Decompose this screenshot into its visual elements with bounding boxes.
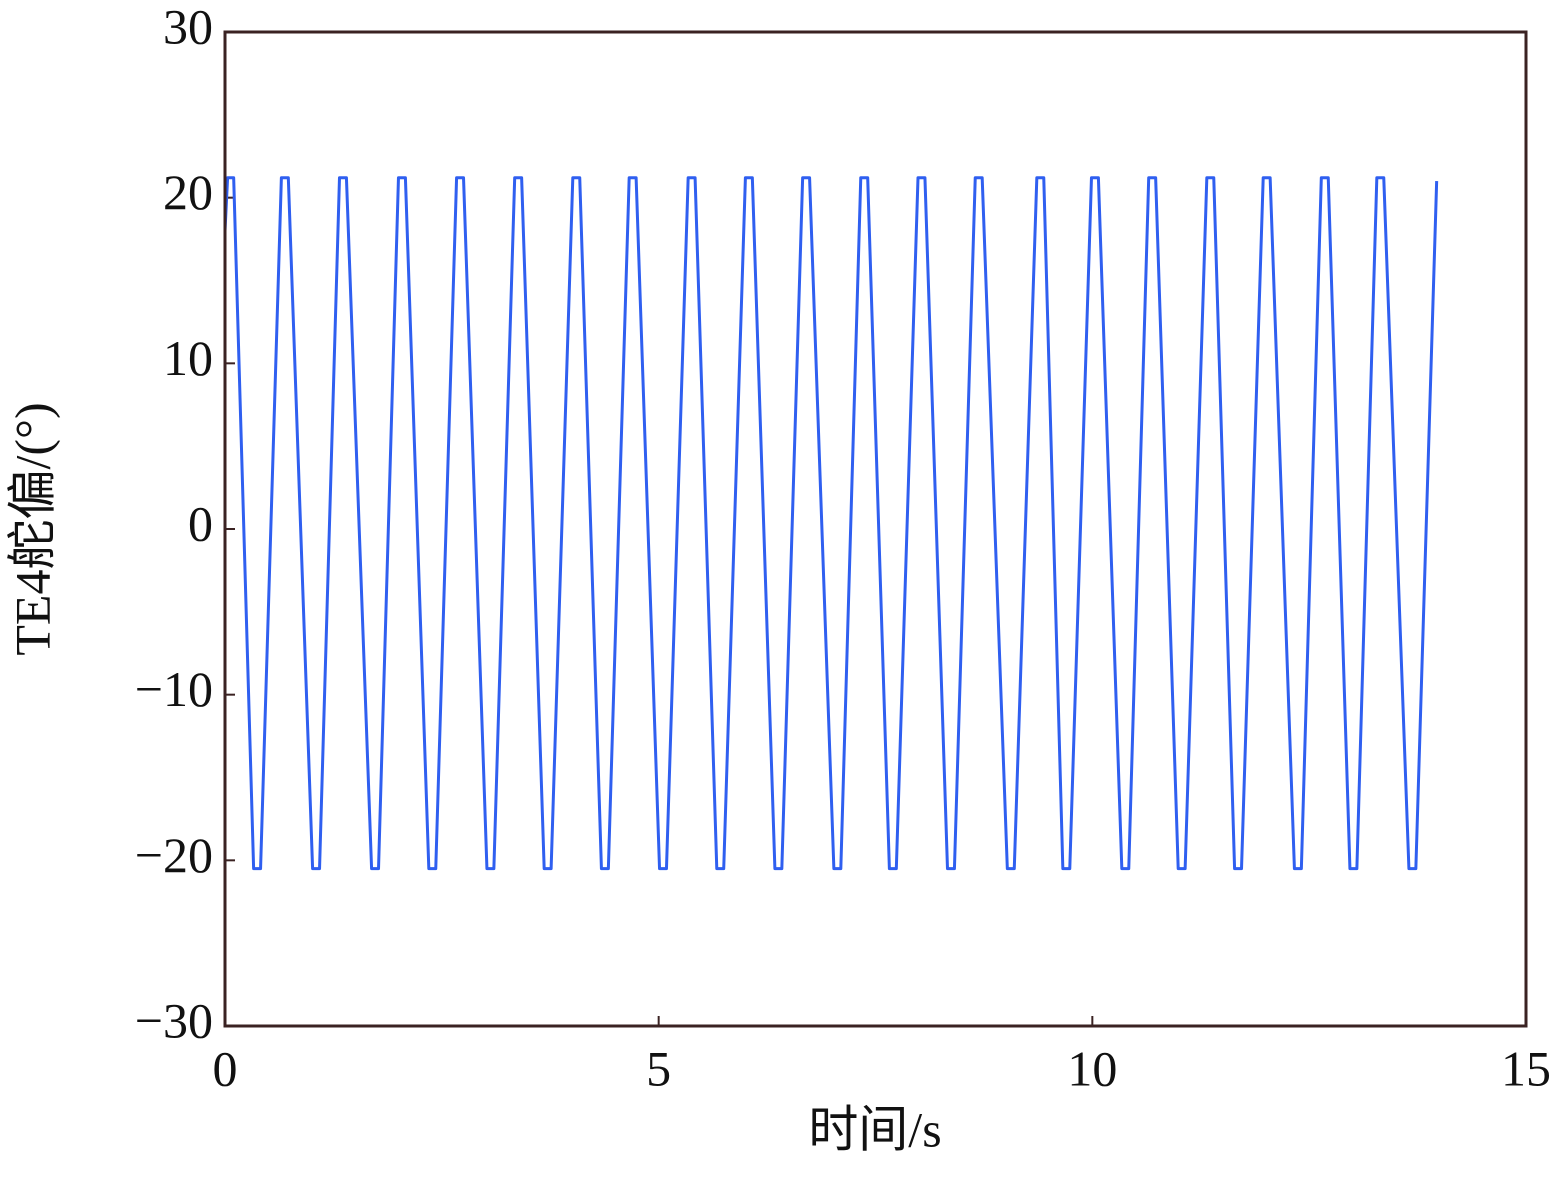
y-tick-label: −20 [135,827,213,883]
data-line [223,176,1439,871]
y-axis-label: TE4舵偏/(°) [4,402,60,655]
y-tick-label: 30 [163,0,213,54]
plot-frame [223,30,1528,1028]
x-tick-label: 5 [646,1040,671,1096]
y-tick-label: −10 [135,661,213,717]
x-tick-label: 10 [1067,1040,1117,1096]
y-tick-label: 20 [163,164,213,220]
y-tick-label: 0 [188,495,213,551]
y-tick-label: 10 [163,330,213,386]
x-tick-label: 0 [213,1040,238,1096]
y-tick-label: −30 [135,992,213,1048]
x-axis-label: 时间/s [808,1101,941,1157]
x-tick-label: 15 [1501,1040,1551,1096]
